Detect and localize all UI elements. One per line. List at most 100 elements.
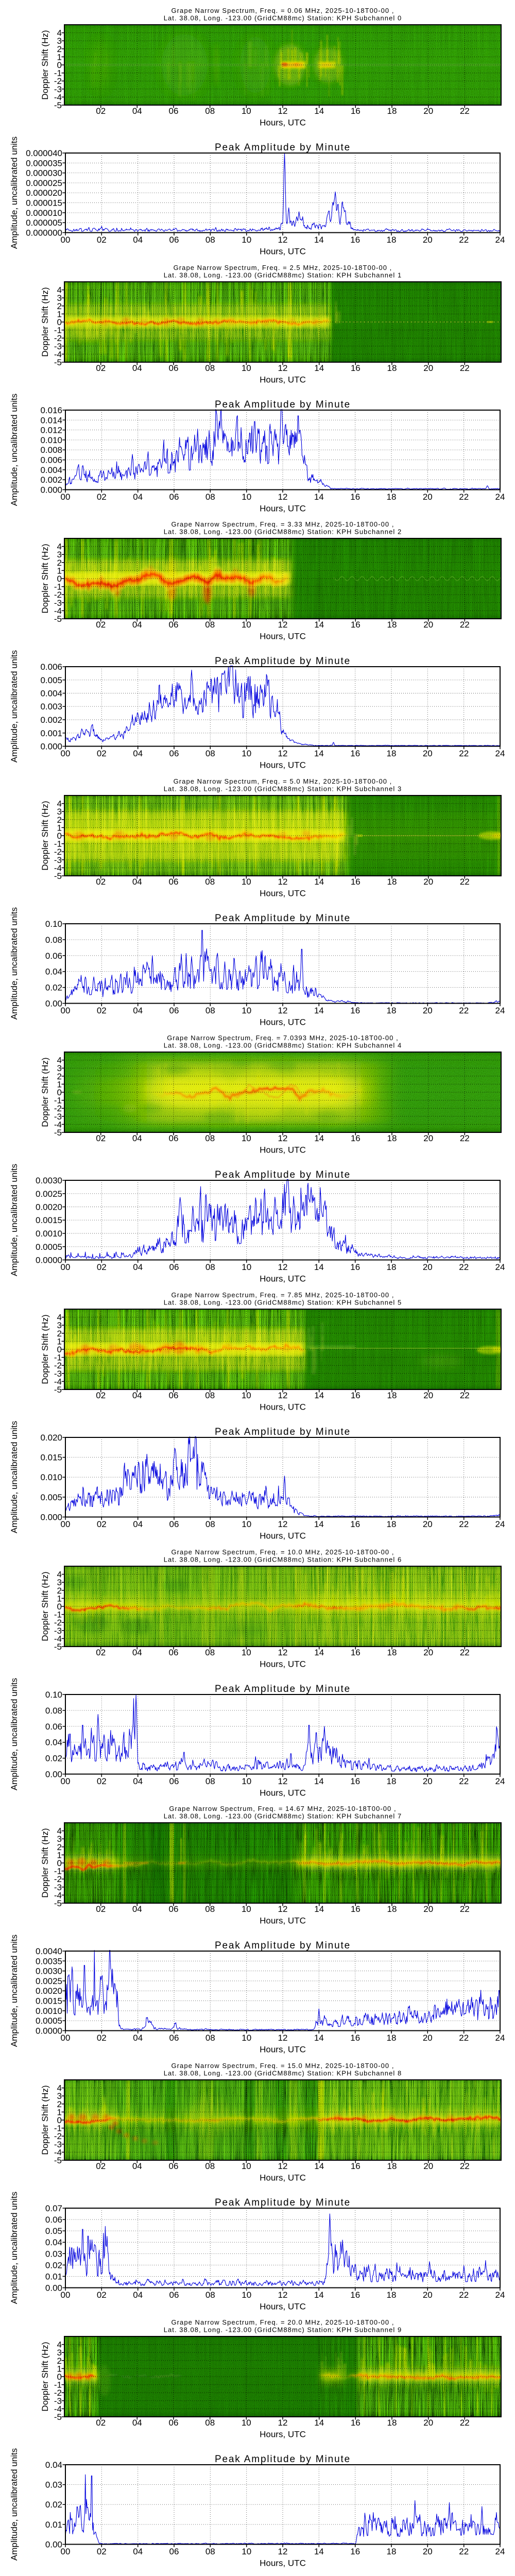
svg-text:10: 10 [242,2418,251,2428]
svg-text:3: 3 [57,1578,62,1587]
svg-text:0.000: 0.000 [40,742,62,752]
svg-text:14: 14 [314,2418,324,2428]
svg-text:06: 06 [169,363,179,373]
svg-text:08: 08 [205,1262,215,1272]
svg-text:-3: -3 [54,1112,62,1122]
svg-text:-1: -1 [54,2123,62,2133]
svg-text:Hours, UTC: Hours, UTC [260,2173,306,2182]
svg-text:4: 4 [57,799,62,808]
svg-text:18: 18 [387,1391,397,1400]
svg-text:08: 08 [205,2033,215,2043]
svg-text:06: 06 [169,1519,179,1529]
svg-text:14: 14 [314,620,324,630]
svg-text:12: 12 [278,1262,288,1272]
svg-text:2: 2 [57,815,62,825]
svg-text:Hours, UTC: Hours, UTC [260,760,306,770]
svg-text:12: 12 [278,1776,288,1786]
svg-text:1: 1 [57,823,62,833]
svg-text:12: 12 [278,106,288,116]
svg-text:0: 0 [57,831,62,841]
svg-text:Hours, UTC: Hours, UTC [260,1402,306,1412]
svg-text:20: 20 [423,2547,433,2556]
svg-text:24: 24 [495,1262,505,1272]
svg-text:20: 20 [423,1006,433,1015]
svg-text:00: 00 [61,1006,71,1015]
svg-text:3: 3 [57,36,62,46]
svg-text:Grape Narrow Spectrum, Freq. =: Grape Narrow Spectrum, Freq. = 3.33 MHz,… [171,520,394,528]
svg-text:4: 4 [57,1313,62,1323]
svg-text:18: 18 [387,235,397,245]
svg-text:16: 16 [350,492,360,502]
svg-text:0.0015: 0.0015 [36,1996,62,2006]
svg-text:-3: -3 [54,855,62,865]
svg-text:4: 4 [57,1569,62,1579]
svg-text:0.04: 0.04 [45,2460,62,2470]
svg-text:Grape Narrow Spectrum, Freq. =: Grape Narrow Spectrum, Freq. = 10.0 MHz,… [171,1548,394,1556]
svg-text:02: 02 [96,620,106,630]
svg-text:08: 08 [205,2418,215,2428]
svg-text:16: 16 [350,1519,360,1529]
svg-text:-3: -3 [54,1883,62,1892]
svg-text:0.02: 0.02 [45,982,62,992]
svg-text:Hours, UTC: Hours, UTC [260,1145,306,1155]
svg-text:18: 18 [387,749,397,758]
svg-text:Grape Narrow Spectrum, Freq. =: Grape Narrow Spectrum, Freq. = 14.67 MHz… [169,1805,396,1812]
svg-text:0.0030: 0.0030 [36,1176,62,1185]
svg-text:0.000: 0.000 [40,1513,62,1522]
svg-text:10: 10 [242,1006,251,1015]
svg-text:-1: -1 [54,1096,62,1106]
svg-text:Peak Amplitude by Minute: Peak Amplitude by Minute [215,1940,351,1951]
svg-text:22: 22 [459,2290,469,2300]
svg-text:3: 3 [57,807,62,817]
svg-text:06: 06 [169,1904,179,1914]
svg-text:22: 22 [459,1006,469,1015]
svg-text:0.0020: 0.0020 [36,1986,62,1996]
svg-text:1: 1 [57,1336,62,1346]
svg-text:-1: -1 [54,839,62,849]
svg-text:20: 20 [423,2033,433,2043]
svg-text:12: 12 [278,2290,288,2300]
svg-text:04: 04 [132,2418,142,2428]
svg-text:1: 1 [57,2107,62,2117]
svg-text:22: 22 [459,1776,469,1786]
svg-text:0.000040: 0.000040 [26,148,62,158]
svg-text:2: 2 [57,558,62,568]
svg-text:4: 4 [57,1056,62,1065]
svg-text:24: 24 [495,492,505,502]
svg-text:12: 12 [278,235,288,245]
svg-text:Lat. 38.08, Long. -123.00 (Gr: Lat. 38.08, Long. -123.00 (GridCM88mc) S… [164,528,402,536]
svg-text:Hours, UTC: Hours, UTC [260,888,306,898]
svg-text:-2: -2 [54,1104,62,1114]
svg-text:1: 1 [57,309,62,319]
svg-text:08: 08 [205,2161,215,2171]
svg-text:-4: -4 [54,1891,62,1901]
svg-text:14: 14 [314,1006,324,1015]
svg-text:-1: -1 [54,325,62,335]
svg-text:10: 10 [242,2290,251,2300]
svg-text:1: 1 [57,1594,62,1603]
svg-text:16: 16 [350,2033,360,2043]
svg-text:-2: -2 [54,333,62,343]
svg-text:16: 16 [351,620,360,630]
svg-text:08: 08 [205,877,215,887]
svg-text:3: 3 [57,293,62,303]
svg-text:Peak Amplitude by Minute: Peak Amplitude by Minute [215,2197,351,2208]
svg-text:1: 1 [57,2364,62,2374]
svg-text:0.0000: 0.0000 [36,2026,62,2036]
svg-text:16: 16 [350,1006,360,1015]
svg-text:0.00: 0.00 [45,2283,62,2293]
svg-text:Amplitude, uncalibrated units: Amplitude, uncalibrated units [9,1935,19,2047]
svg-text:00: 00 [61,2290,71,2300]
svg-text:Peak Amplitude by Minute: Peak Amplitude by Minute [215,142,351,153]
svg-text:16: 16 [351,877,360,887]
svg-text:24: 24 [495,2033,505,2043]
svg-text:22: 22 [460,1133,470,1143]
svg-text:20: 20 [423,235,433,245]
svg-text:0.00: 0.00 [45,2540,62,2550]
svg-text:Peak Amplitude by Minute: Peak Amplitude by Minute [215,1170,351,1180]
svg-text:Lat. 38.08, Long. -123.00 (Gr: Lat. 38.08, Long. -123.00 (GridCM88mc) S… [164,1555,402,1563]
svg-text:20: 20 [423,363,433,373]
svg-text:18: 18 [387,1904,397,1914]
svg-text:0.03: 0.03 [45,2480,62,2490]
svg-text:20: 20 [423,1776,433,1786]
